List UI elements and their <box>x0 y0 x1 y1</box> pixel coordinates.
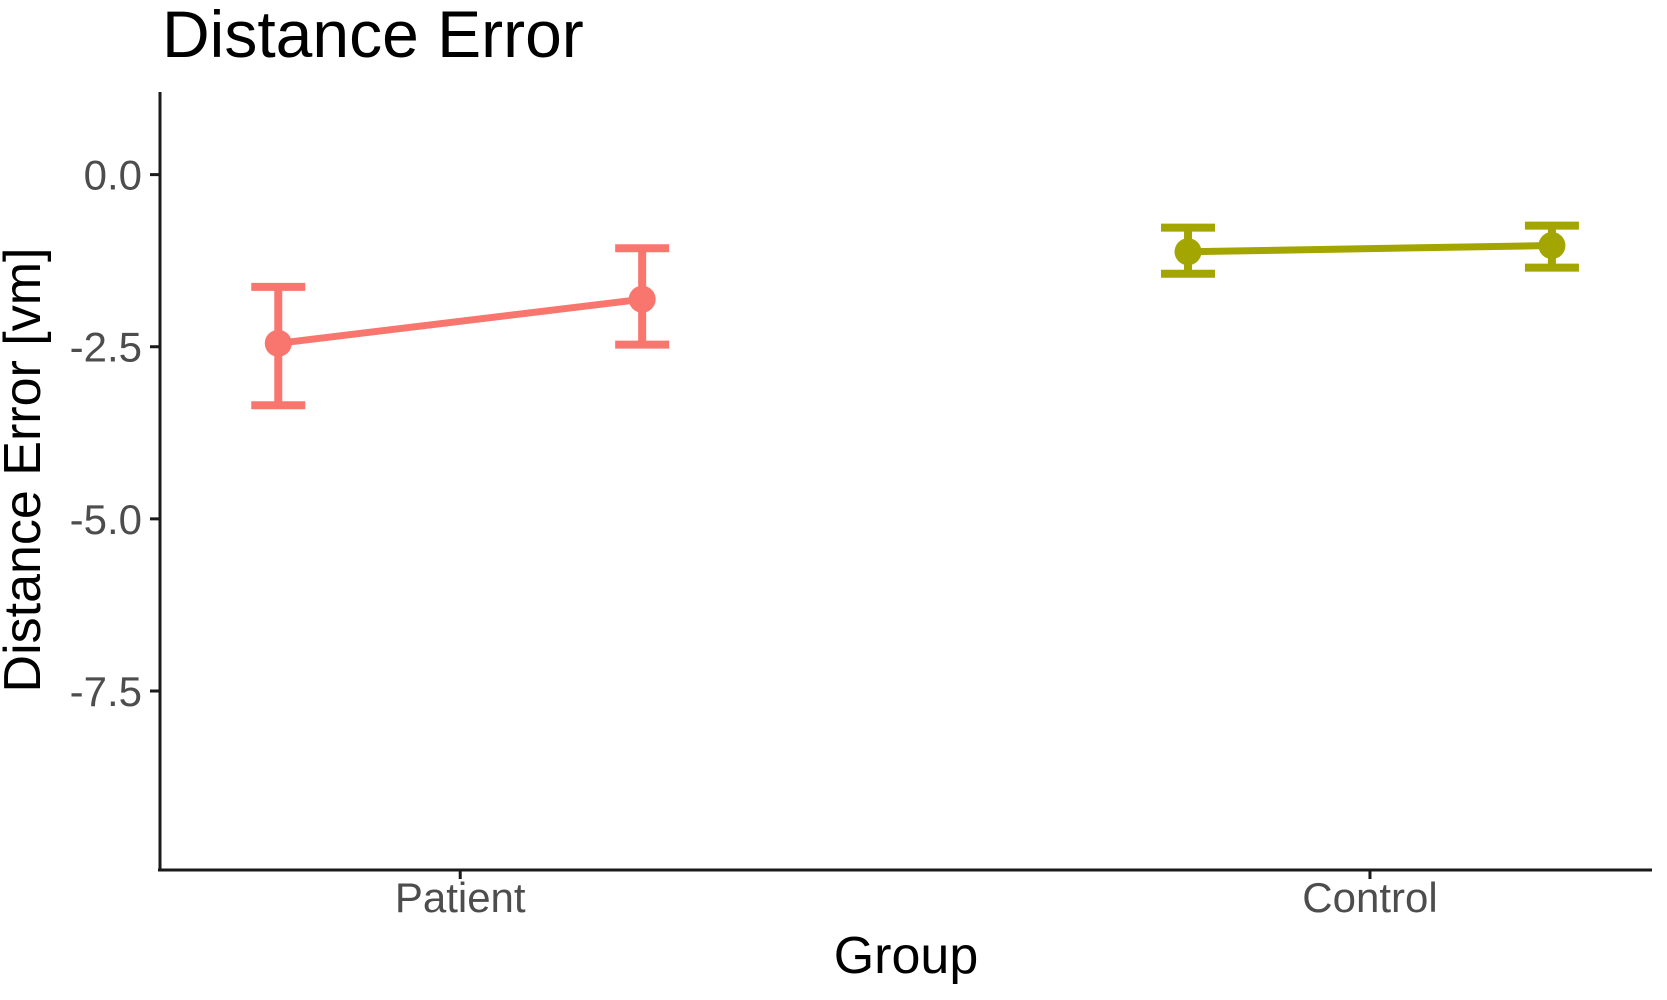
y-axis-title: Distance Error [vm] <box>0 248 52 693</box>
series-patient <box>251 244 670 410</box>
y-ticks: 0.0 -2.5 -5.0 -7.5 <box>70 152 160 715</box>
y-tick-label: 0.0 <box>84 152 142 199</box>
data-point <box>1538 232 1566 260</box>
x-tick-label: Patient <box>395 874 526 921</box>
y-tick-label: -7.5 <box>70 668 142 715</box>
data-point <box>628 285 656 313</box>
series-line <box>277 295 643 347</box>
x-tick-label: Control <box>1302 874 1437 921</box>
series-layer <box>251 221 1579 410</box>
y-tick-label: -5.0 <box>70 496 142 543</box>
x-axis-title: Group <box>834 927 979 985</box>
chart-title: Distance Error <box>162 0 584 71</box>
series-line <box>1187 242 1552 256</box>
series-control <box>1161 221 1579 278</box>
x-ticks: Patient Control <box>395 870 1438 921</box>
data-point <box>1174 238 1202 266</box>
data-point <box>264 329 292 357</box>
y-tick-label: -2.5 <box>70 324 142 371</box>
